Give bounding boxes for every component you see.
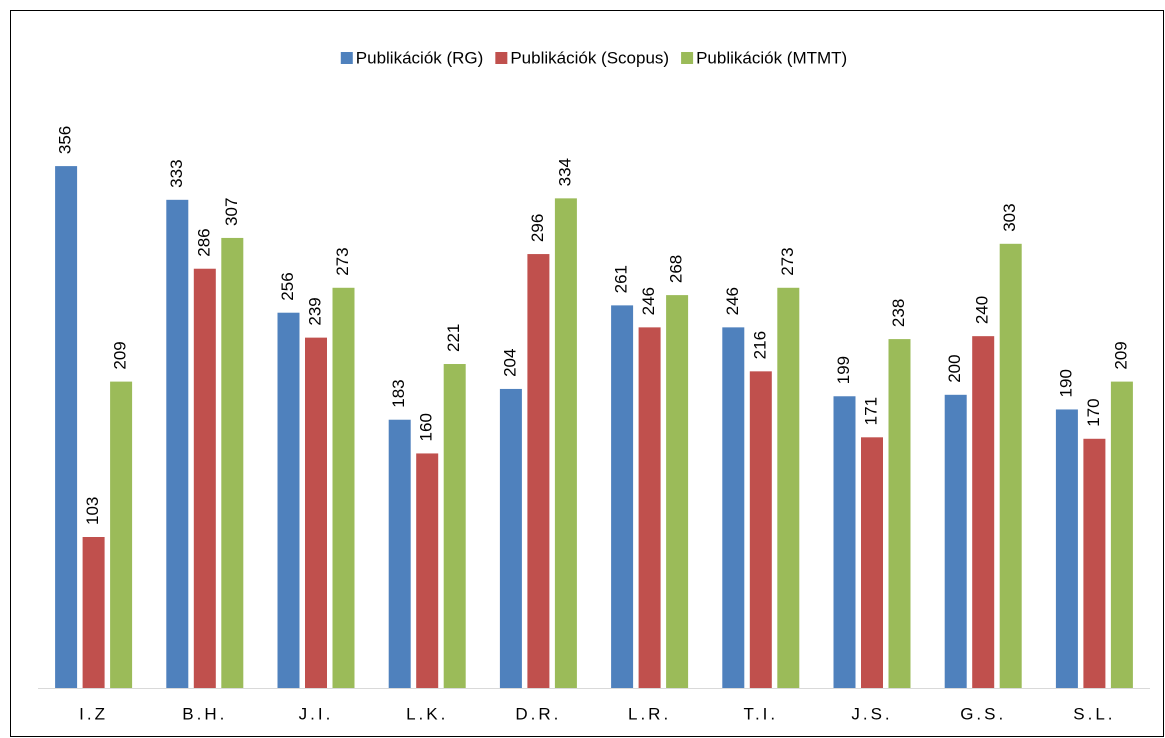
data-label: 209 <box>111 341 130 369</box>
bar <box>888 339 911 688</box>
bar <box>611 305 634 688</box>
bar <box>638 327 661 688</box>
data-label: 303 <box>1000 203 1019 231</box>
data-label: 183 <box>389 379 408 407</box>
data-label: 333 <box>167 159 186 187</box>
data-label: 238 <box>889 299 908 327</box>
bar <box>749 371 772 688</box>
data-label: 356 <box>56 126 75 154</box>
bar <box>1083 438 1106 688</box>
bar <box>499 388 522 688</box>
data-label: 103 <box>83 497 102 525</box>
bar <box>527 254 550 688</box>
data-label: 209 <box>1111 341 1130 369</box>
bar <box>166 199 189 688</box>
data-label: 307 <box>222 198 241 226</box>
bar <box>1055 409 1078 688</box>
data-label: 268 <box>667 255 686 283</box>
data-label: 190 <box>1056 369 1075 397</box>
data-label: 221 <box>444 324 463 352</box>
bar <box>277 312 300 688</box>
bar <box>305 337 327 688</box>
data-label: 246 <box>639 287 658 315</box>
bar <box>722 327 745 688</box>
data-label: 240 <box>973 296 992 324</box>
bar <box>554 198 577 688</box>
data-label: 199 <box>834 356 853 384</box>
legend-label: Publikációk (Scopus) <box>510 48 669 67</box>
bar <box>55 166 78 688</box>
x-tick-label: L.K. <box>406 704 448 723</box>
legend-label: Publikációk (MTMT) <box>696 48 847 67</box>
legend-swatch <box>495 52 508 64</box>
bar <box>416 453 439 688</box>
data-label: 256 <box>278 272 297 300</box>
data-label: 273 <box>778 247 797 275</box>
data-label: 273 <box>333 247 352 275</box>
legend-swatch <box>681 52 694 64</box>
bar <box>332 287 355 688</box>
x-tick-label: G.S. <box>960 704 1006 723</box>
x-tick-label: J.S. <box>851 704 892 723</box>
bar <box>972 336 995 688</box>
data-label: 296 <box>528 214 547 242</box>
bar <box>861 437 883 688</box>
x-tick-label: J.I. <box>299 704 334 723</box>
x-tick-label: S.L. <box>1073 704 1115 723</box>
bar <box>833 396 856 688</box>
bar <box>443 364 466 688</box>
data-label: 171 <box>861 397 880 425</box>
bar <box>221 237 244 689</box>
data-label: 216 <box>750 331 769 359</box>
data-label: 239 <box>305 297 324 325</box>
bar <box>999 243 1022 688</box>
data-label: 204 <box>500 349 519 377</box>
bar <box>82 537 105 688</box>
bar <box>666 295 689 688</box>
data-label: 246 <box>723 287 742 315</box>
bar <box>193 268 216 688</box>
legend-label: Publikációk (RG) <box>356 48 484 67</box>
legend-swatch <box>340 52 353 64</box>
data-label: 160 <box>417 413 436 441</box>
x-tick-label: D.R. <box>515 704 561 723</box>
data-label: 334 <box>555 158 574 186</box>
data-label: 170 <box>1084 398 1103 426</box>
bar <box>944 394 967 688</box>
bar <box>388 419 411 688</box>
data-label: 286 <box>194 228 213 256</box>
bar <box>777 287 800 688</box>
x-tick-label: B.H. <box>182 704 227 723</box>
data-label: 261 <box>612 265 631 293</box>
x-tick-label: T.I. <box>743 704 778 723</box>
bar <box>1110 381 1133 688</box>
data-label: 200 <box>945 354 964 382</box>
x-tick-label: L.R. <box>628 704 671 723</box>
x-tick-label: I.Z <box>79 704 108 723</box>
bar <box>110 381 133 688</box>
